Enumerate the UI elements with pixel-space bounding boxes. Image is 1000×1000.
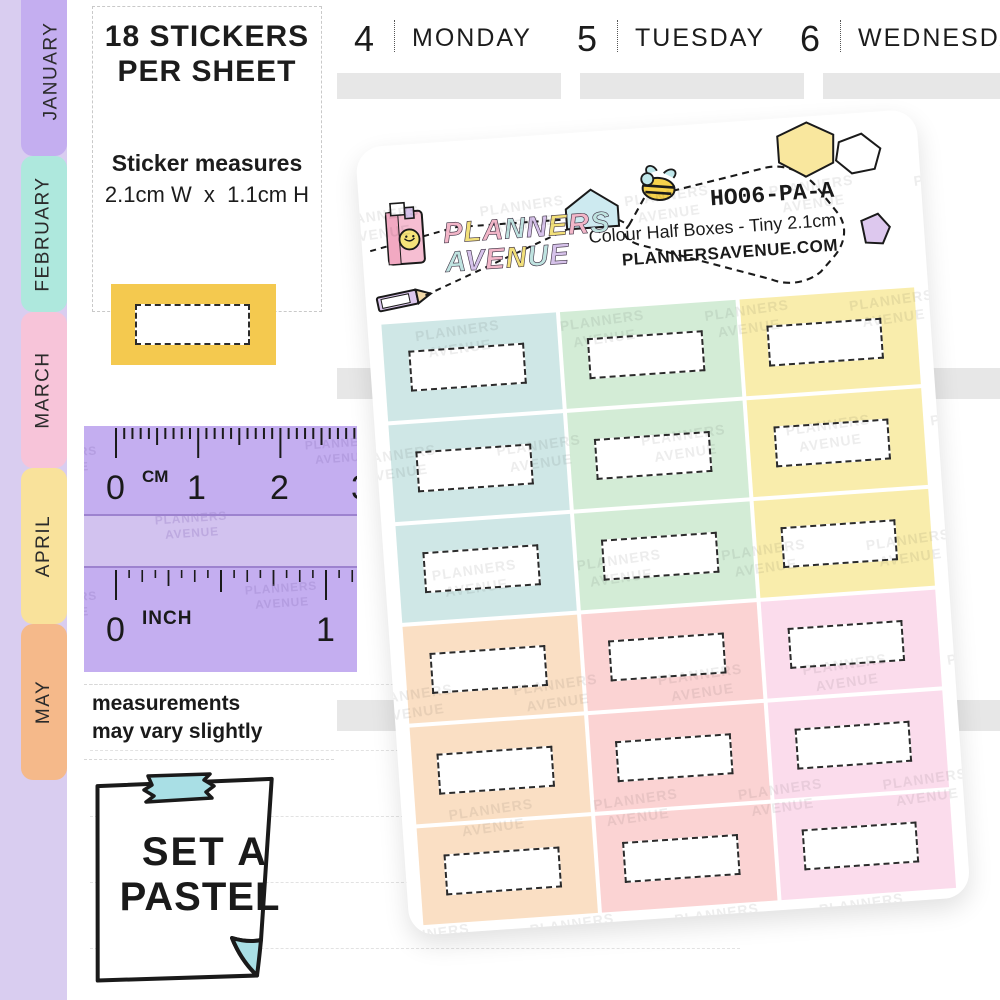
svg-text:CM: CM	[142, 467, 168, 486]
svg-text:SET A: SET A	[142, 830, 268, 874]
svg-text:1: 1	[316, 611, 335, 649]
svg-text:0: 0	[106, 469, 125, 507]
svg-text:3: 3	[351, 469, 357, 507]
svg-text:0: 0	[106, 611, 125, 649]
svg-text:PASTEL: PASTEL	[120, 875, 281, 919]
svg-text:INCH: INCH	[142, 608, 192, 629]
svg-text:2: 2	[270, 469, 289, 507]
svg-text:1: 1	[187, 469, 206, 507]
